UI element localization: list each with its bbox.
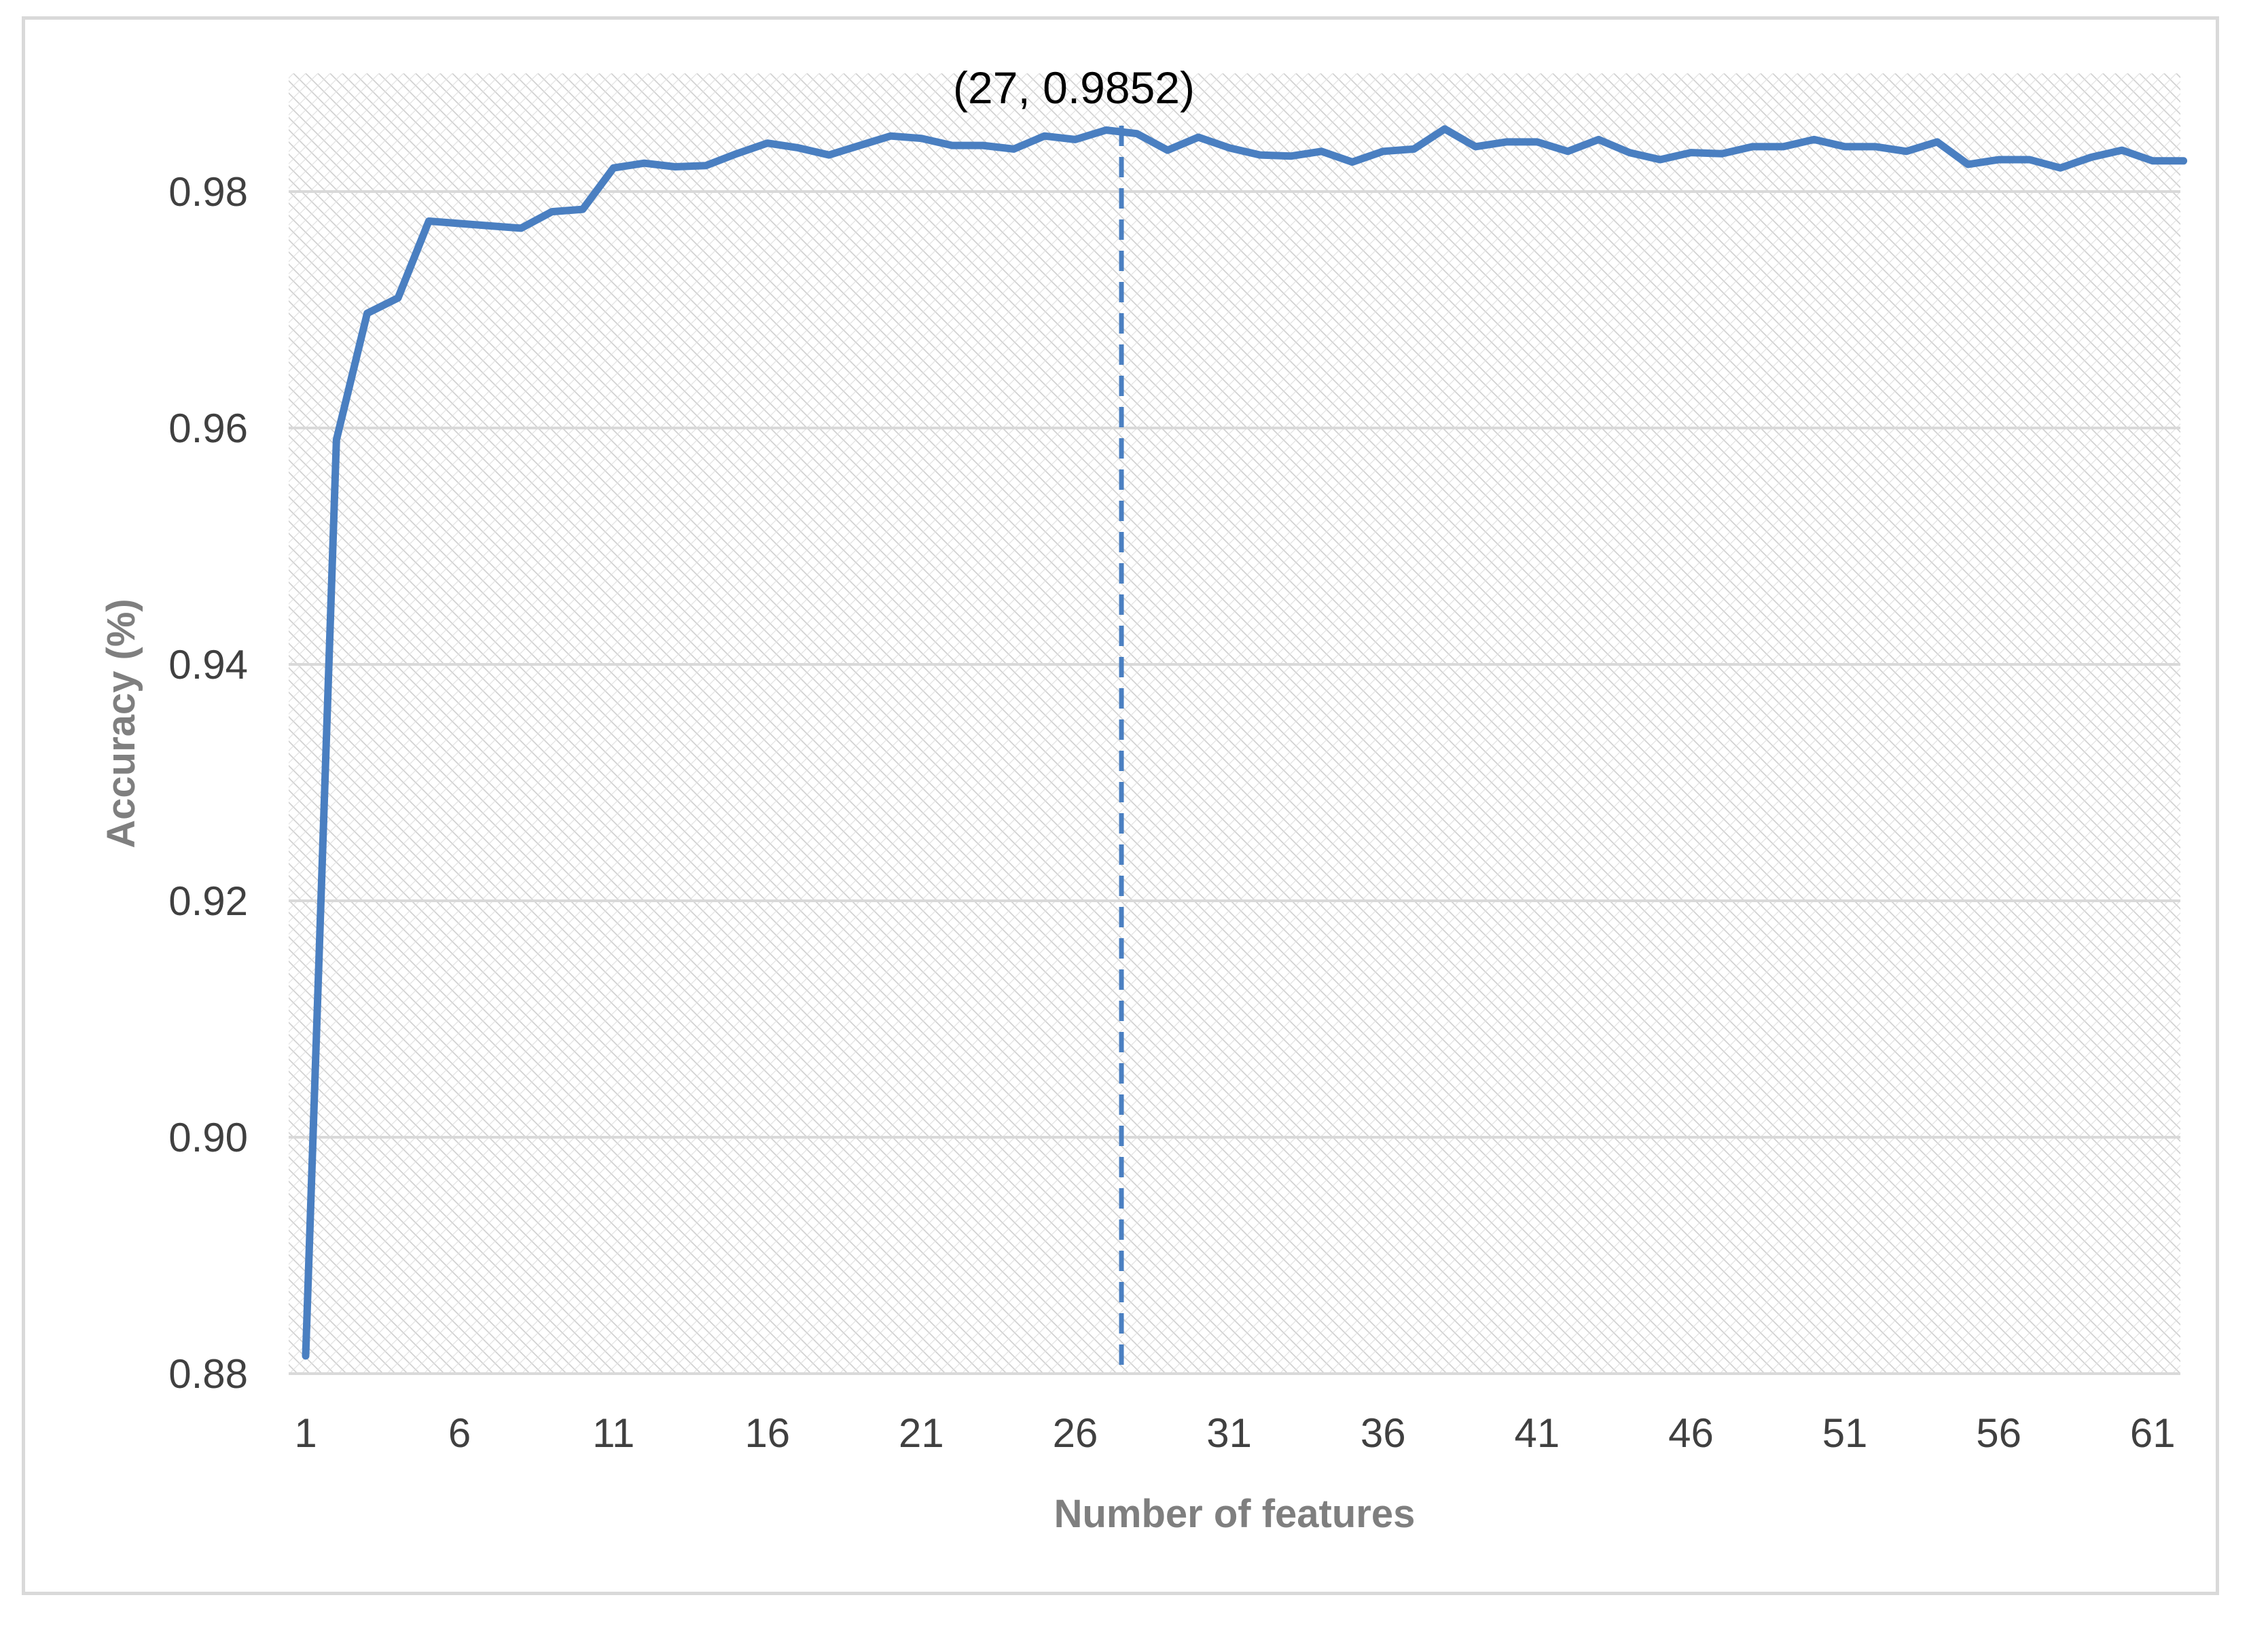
- plot-area: [289, 73, 2180, 1374]
- y-tick-label: 0.98: [168, 169, 248, 215]
- x-tick-label: 31: [1206, 1410, 1252, 1456]
- x-tick-label: 6: [448, 1410, 471, 1456]
- y-tick-label: 0.88: [168, 1351, 248, 1397]
- x-tick-label: 11: [592, 1410, 634, 1456]
- x-tick-label: 51: [1822, 1410, 1868, 1456]
- x-tick-label: 26: [1053, 1410, 1098, 1456]
- accuracy-series-line: [302, 125, 2188, 1360]
- y-tick-label: 0.94: [168, 642, 248, 688]
- x-tick-labels: 1 6 11 16 21 26 31 36 41 46 51 56 61: [294, 1410, 2175, 1456]
- x-tick-label: 41: [1514, 1410, 1560, 1456]
- x-tick-label: 36: [1361, 1410, 1406, 1456]
- x-tick-label: 16: [744, 1410, 790, 1456]
- x-tick-label: 56: [1976, 1410, 2021, 1456]
- x-tick-label: 21: [899, 1410, 944, 1456]
- y-axis-title: Accuracy (%): [99, 599, 143, 848]
- y-tick-label: 0.90: [168, 1115, 248, 1160]
- y-tick-label: 0.96: [168, 406, 248, 451]
- optimal-point-annotation: (27, 0.9852): [953, 62, 1195, 113]
- gridlines: [289, 190, 2180, 1375]
- x-tick-label: 46: [1668, 1410, 1714, 1456]
- y-tick-label: 0.92: [168, 878, 248, 924]
- y-tick-labels: 0.88 0.90 0.92 0.94 0.96 0.98: [168, 169, 248, 1397]
- x-axis-title: Number of features: [1054, 1492, 1416, 1536]
- x-tick-label: 1: [294, 1410, 317, 1456]
- x-tick-label: 61: [2130, 1410, 2176, 1456]
